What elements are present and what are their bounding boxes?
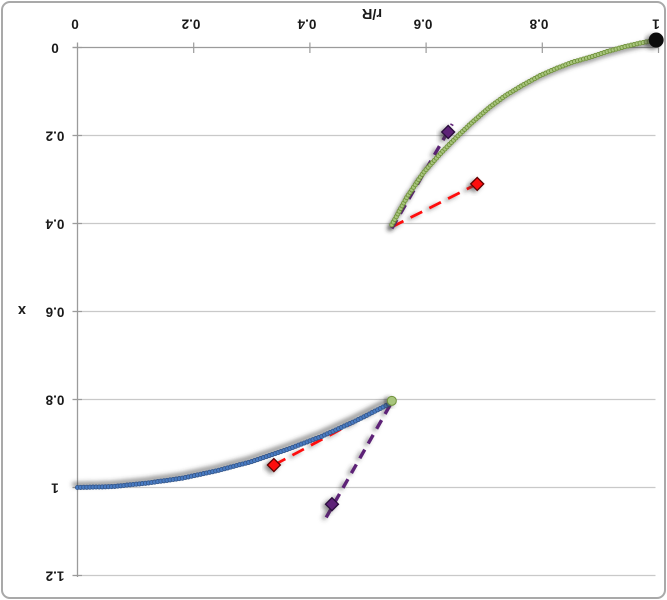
- lower-red-diamond: [266, 457, 282, 473]
- lower-purple-dashed-line: [324, 401, 394, 519]
- junction-green-dot: [386, 395, 397, 406]
- upper-purple-diamond: [440, 124, 456, 140]
- upper-profile-curve: [389, 37, 658, 228]
- axes: [72, 42, 660, 577]
- upper-red-dashed-line: [391, 182, 478, 229]
- wall-black-dot: [648, 32, 664, 48]
- upper-red-diamond: [469, 176, 485, 192]
- lower-purple-diamond: [324, 496, 340, 512]
- core-profile-curve: [74, 400, 395, 491]
- gridlines: [72, 134, 656, 577]
